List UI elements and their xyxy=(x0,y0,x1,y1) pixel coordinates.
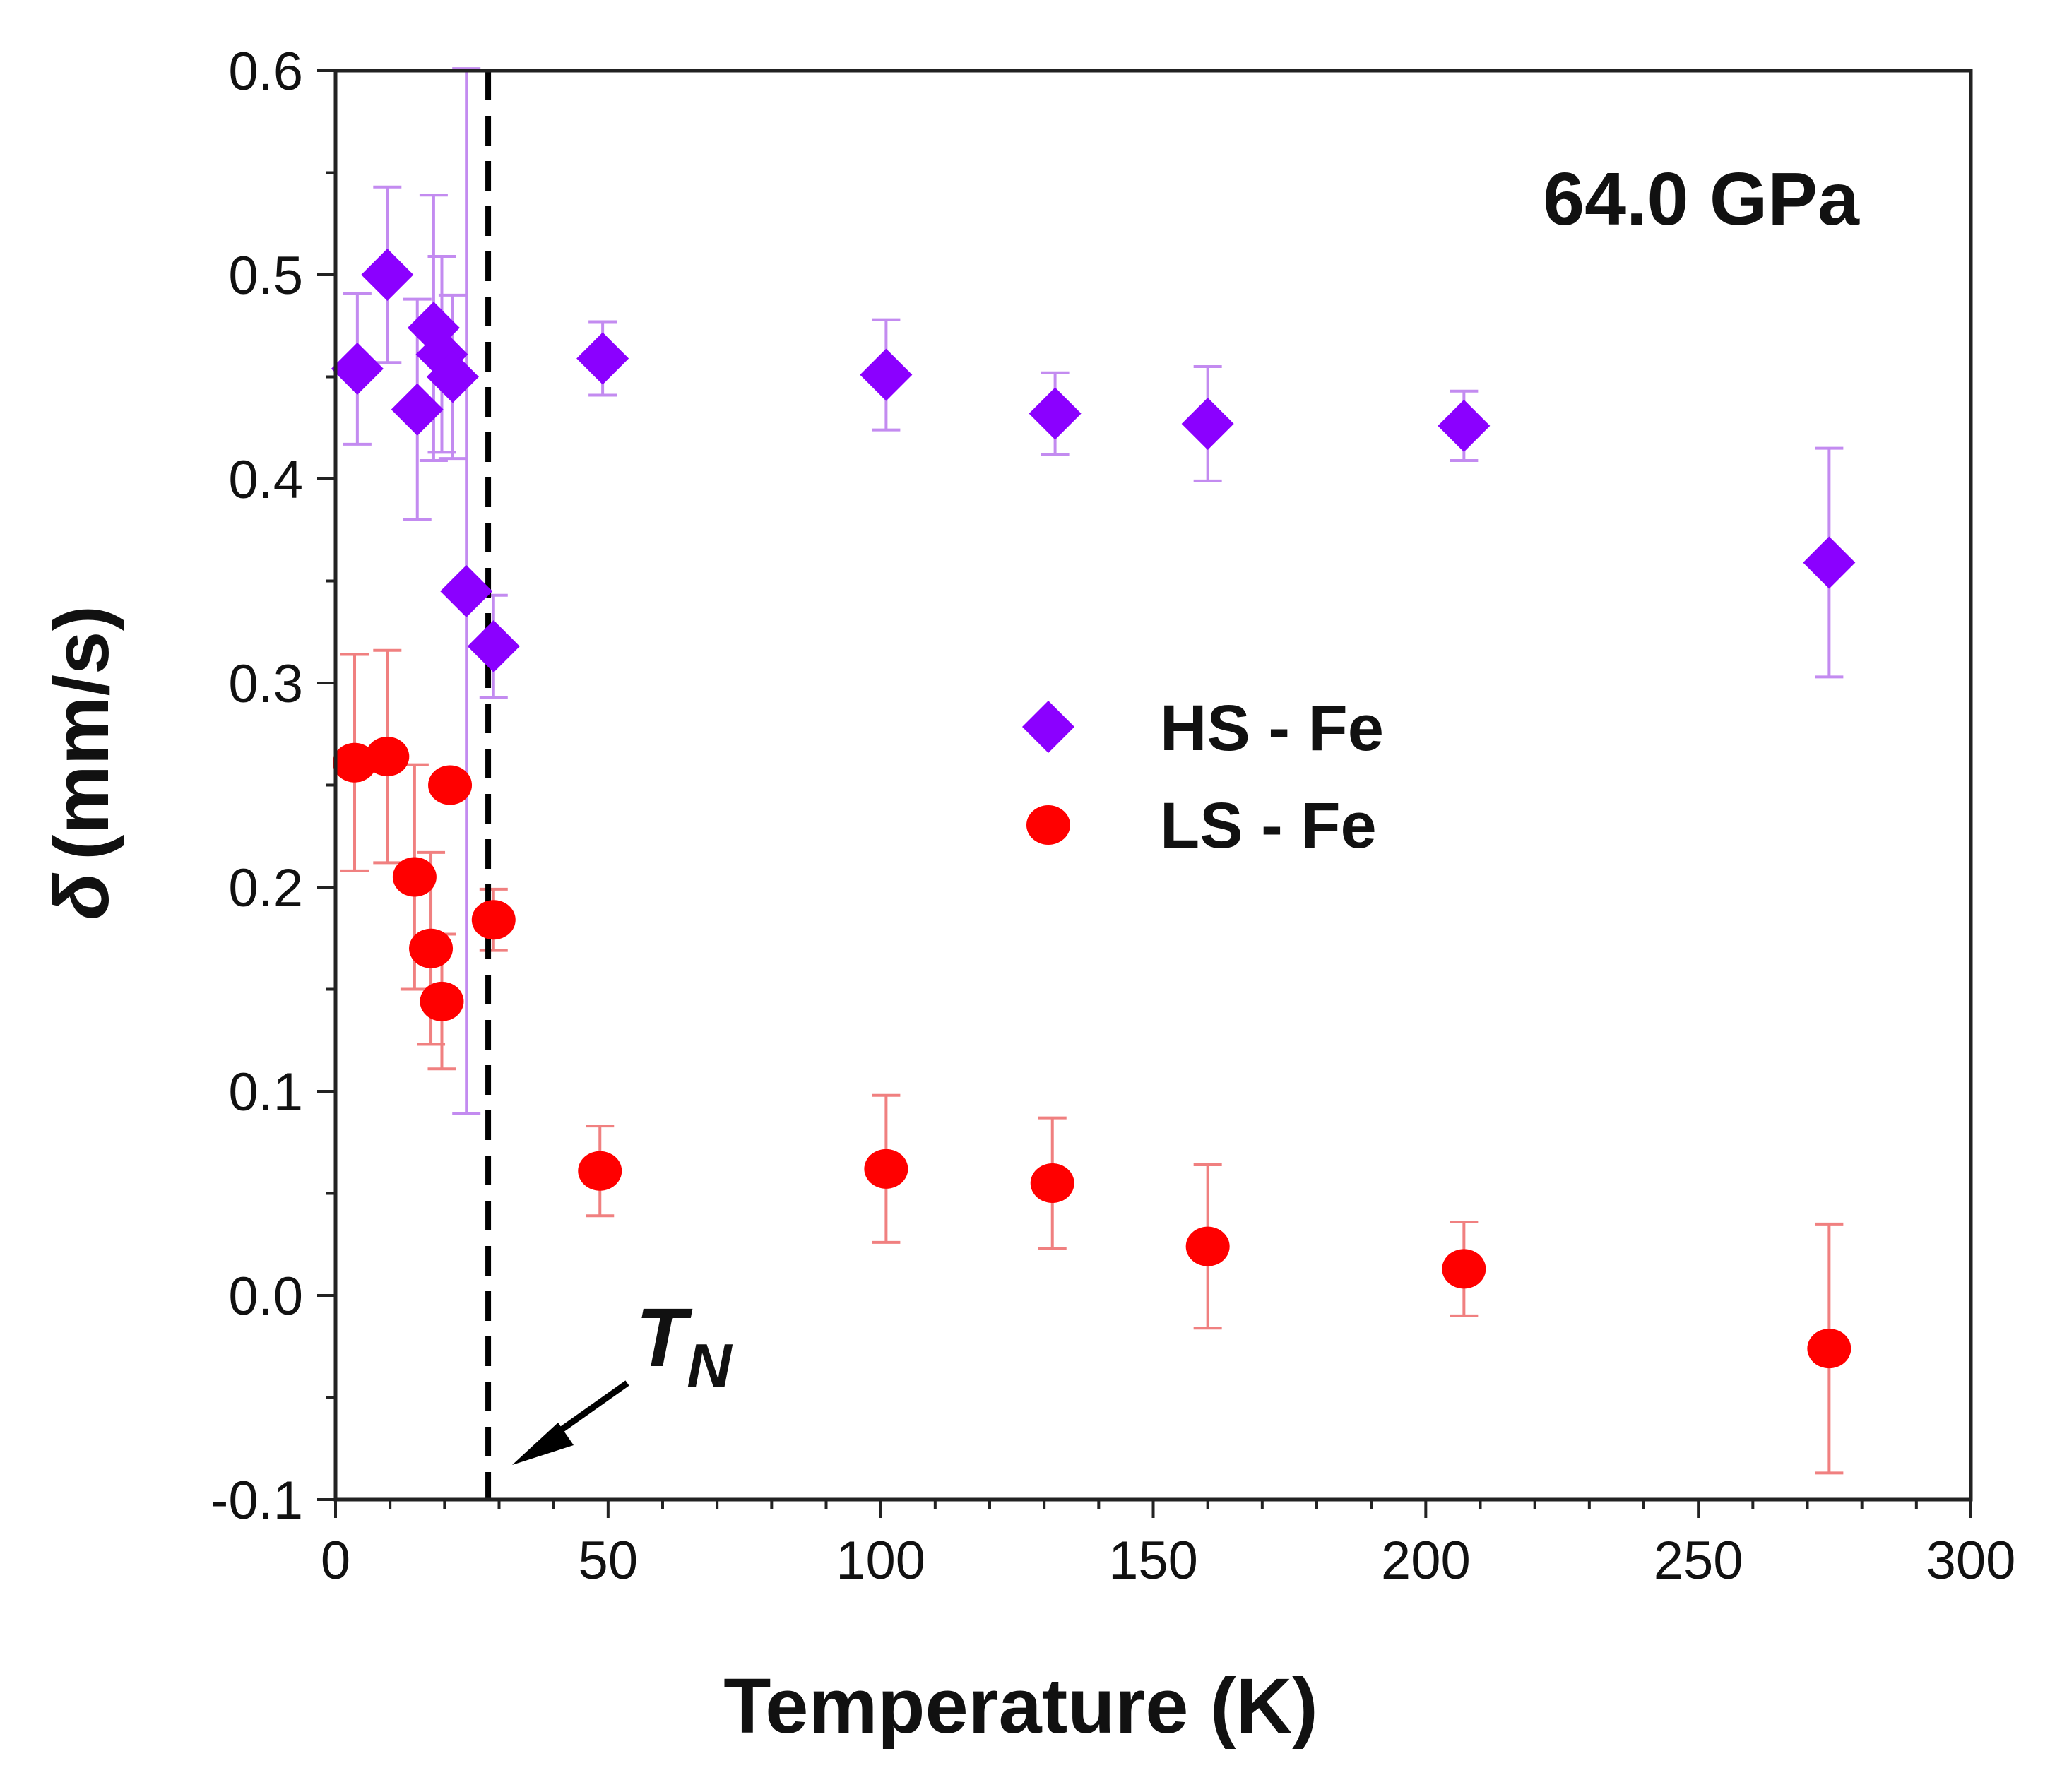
data-point-hs-fe xyxy=(467,619,520,672)
tn-arrowhead xyxy=(512,1423,574,1465)
data-point-ls-fe xyxy=(471,900,516,940)
data-point-ls-fe xyxy=(578,1151,622,1191)
x-tick-label: 300 xyxy=(1926,1531,2016,1591)
legend: HS - Fe LS - Fe xyxy=(1022,692,1384,862)
legend-label-hs-fe: HS - Fe xyxy=(1160,692,1384,764)
data-point-ls-fe xyxy=(333,742,377,783)
y-tick-label: 0.5 xyxy=(228,246,303,306)
legend-marker-ls-fe xyxy=(1026,805,1070,845)
x-axis-title: Temperature (K) xyxy=(723,1663,1317,1750)
y-tick-label: 0.4 xyxy=(228,450,303,510)
data-point-hs-fe xyxy=(426,350,479,403)
x-tick-label: 150 xyxy=(1108,1531,1198,1591)
data-point-hs-fe xyxy=(391,383,444,436)
tn-label: TN xyxy=(636,1291,733,1401)
data-point-ls-fe xyxy=(420,981,464,1021)
data-point-ls-fe xyxy=(428,765,473,805)
legend-marker-hs-fe xyxy=(1022,701,1074,753)
y-axis-symbol: δ xyxy=(38,872,125,920)
ticks-layer: 0 50 100 150 200 250 300 -0.1 0.0 0.1 0.2 0.3 0.4 0.5… xyxy=(211,42,2015,1591)
tn-annotation: TN xyxy=(512,1291,733,1465)
data-point-hs-fe xyxy=(1181,397,1234,450)
x-tick-label: 0 xyxy=(321,1531,350,1591)
data-point-hs-fe xyxy=(860,348,913,401)
y-axis-unit: (mm/s) xyxy=(38,605,125,860)
x-tick-label: 200 xyxy=(1381,1531,1471,1591)
data-point-hs-fe xyxy=(361,249,414,301)
data-point-ls-fe xyxy=(1030,1163,1074,1204)
x-tick-label: 50 xyxy=(579,1531,639,1591)
data-point-hs-fe xyxy=(415,328,468,381)
data-point-ls-fe xyxy=(864,1149,908,1189)
y-tick-label: 0.2 xyxy=(228,858,303,918)
y-tick-label: -0.1 xyxy=(211,1471,303,1531)
legend-label-ls-fe: LS - Fe xyxy=(1160,790,1377,862)
data-point-ls-fe xyxy=(1442,1249,1486,1289)
data-point-hs-fe xyxy=(331,342,384,395)
data-point-ls-fe xyxy=(1807,1329,1851,1369)
data-point-hs-fe xyxy=(1438,399,1491,452)
y-axis-title: δ (mm/s) xyxy=(38,605,125,920)
x-tick-label: 250 xyxy=(1654,1531,1743,1591)
data-point-ls-fe xyxy=(409,928,454,968)
y-tick-label: 0.6 xyxy=(228,42,303,102)
pressure-annotation: 64.0 GPa xyxy=(1543,158,1860,241)
data-point-hs-fe xyxy=(576,332,629,385)
tn-label-subscript: N xyxy=(687,1331,733,1401)
data-point-hs-fe xyxy=(1029,387,1082,440)
data-point-ls-fe xyxy=(365,737,410,777)
data-point-hs-fe xyxy=(1803,536,1856,589)
tn-label-main: T xyxy=(636,1291,693,1384)
y-tick-label: 0.0 xyxy=(228,1266,303,1327)
data-point-hs-fe xyxy=(440,564,493,617)
y-tick-label: 0.3 xyxy=(228,654,303,714)
data-point-ls-fe xyxy=(392,857,437,897)
markers-layer xyxy=(331,249,1856,1369)
x-tick-label: 100 xyxy=(836,1531,925,1591)
y-tick-label: 0.1 xyxy=(228,1062,303,1122)
data-point-ls-fe xyxy=(1185,1226,1230,1266)
